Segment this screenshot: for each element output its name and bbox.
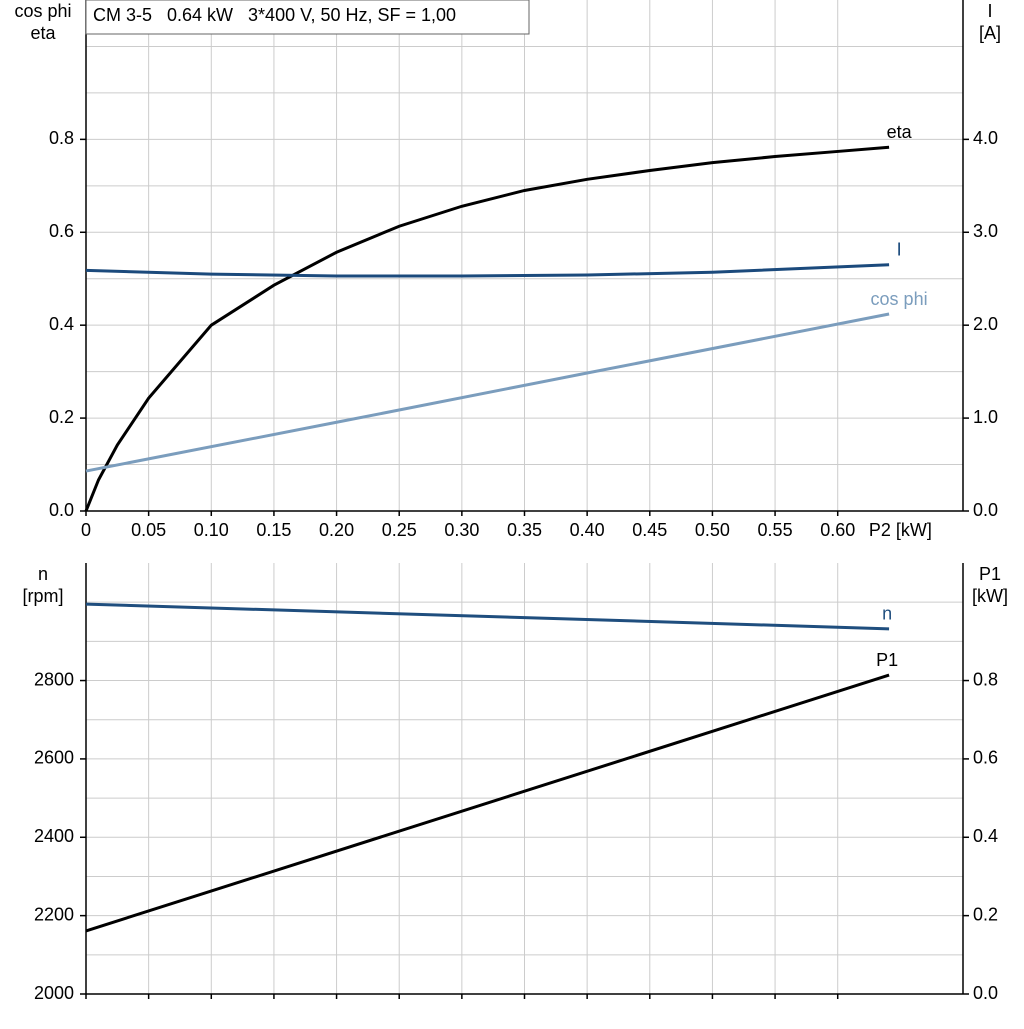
y-tick-label: 0.6	[49, 221, 74, 241]
x-tick-label: 0.25	[382, 520, 417, 540]
y-tick-label: 2200	[34, 904, 74, 924]
x-tick-label: 0	[81, 520, 91, 540]
y-tick-label: 2000	[34, 983, 74, 1003]
x-axis-label: P2 [kW]	[869, 520, 932, 540]
line-series	[85, 602, 890, 631]
y-tick-label: 0.8	[49, 128, 74, 148]
line-series	[85, 673, 890, 933]
y2-tick-label: 0.4	[973, 826, 998, 846]
y2-tick-label: 2.0	[973, 314, 998, 334]
y-axis-label: [rpm]	[22, 586, 63, 606]
y2-tick-label: 0.6	[973, 748, 998, 768]
y-axis-label: n	[38, 564, 48, 584]
y2-axis-label: [kW]	[972, 586, 1008, 606]
y-tick-label: 2600	[34, 748, 74, 768]
x-tick-label: 0.20	[319, 520, 354, 540]
x-tick-label: 0.35	[507, 520, 542, 540]
title-box	[85, 0, 530, 35]
y-axis-label: cos phi	[14, 1, 71, 21]
y-tick-label: 2400	[34, 826, 74, 846]
x-tick-label: 0.30	[444, 520, 479, 540]
x-tick-label: 0.15	[256, 520, 291, 540]
x-tick-label: 0.60	[820, 520, 855, 540]
y2-tick-label: 0.0	[973, 500, 998, 520]
y-tick-label: 2800	[34, 669, 74, 689]
series-label: cos phi	[871, 289, 928, 309]
y2-axis-label: P1	[979, 564, 1001, 584]
series-label: P1	[876, 650, 898, 670]
x-tick-label: 0.40	[570, 520, 605, 540]
y2-axis-label: I	[987, 1, 992, 21]
x-tick-label: 0.45	[632, 520, 667, 540]
y2-tick-label: 1.0	[973, 407, 998, 427]
y2-tick-label: 0.0	[973, 983, 998, 1003]
x-tick-label: 0.50	[695, 520, 730, 540]
x-tick-label: 0.05	[131, 520, 166, 540]
x-tick-label: 0.55	[758, 520, 793, 540]
series-label: eta	[887, 122, 913, 142]
y2-tick-label: 3.0	[973, 221, 998, 241]
y2-tick-label: 0.8	[973, 669, 998, 689]
y2-axis-label: [A]	[979, 23, 1001, 43]
series-label: n	[882, 604, 892, 624]
line-series	[84, 145, 890, 512]
line-series	[85, 312, 890, 473]
y-tick-label: 0.0	[49, 500, 74, 520]
x-tick-label: 0.10	[194, 520, 229, 540]
series-label: I	[897, 240, 902, 260]
y2-tick-label: 0.2	[973, 904, 998, 924]
y-axis-label: eta	[30, 23, 56, 43]
line-series	[85, 263, 890, 278]
y-tick-label: 0.4	[49, 314, 74, 334]
y2-tick-label: 4.0	[973, 128, 998, 148]
chart-title: CM 3-5 0.64 kW 3*400 V, 50 Hz, SF = 1,00	[93, 5, 456, 25]
y-tick-label: 0.2	[49, 407, 74, 427]
